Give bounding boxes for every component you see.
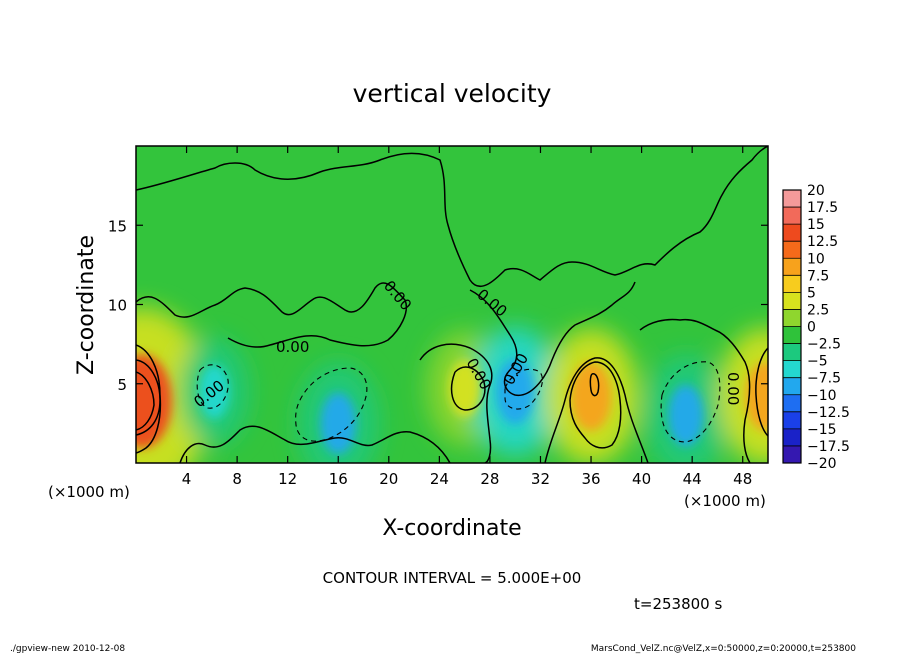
x-tick-label: 24 (430, 470, 449, 488)
x-axis-unit-right: (×1000 m) (684, 492, 766, 510)
y-tick-label: 5 (117, 376, 127, 394)
zero-contour-mid-2 (419, 343, 493, 463)
colorbar-swatch (783, 394, 801, 413)
x-tick-label: 40 (632, 470, 651, 488)
colorbar-swatch (783, 207, 801, 225)
colorbar-swatch (783, 428, 801, 447)
y-tick-label: 15 (108, 217, 127, 235)
colorbar-label: −2.5 (807, 337, 841, 353)
contour-minus5-d (660, 361, 721, 443)
time-label: t=253800 s (634, 595, 722, 613)
colorbar-label: 0 (807, 320, 816, 336)
colorbar-swatch (783, 190, 801, 208)
field-blobs (136, 307, 768, 463)
contour-plus10-left (136, 371, 155, 431)
colorbar-label: 20 (807, 183, 825, 199)
x-tick-label: 4 (182, 470, 192, 488)
field-core (320, 392, 356, 454)
zero-contour-upper (136, 146, 768, 287)
colorbar-swatch (783, 377, 801, 396)
zero-contour-bottom-2 (544, 357, 649, 463)
colorbar-label: 15 (807, 217, 825, 233)
colorbar-label: 17.5 (807, 200, 838, 216)
x-tick-label: 12 (278, 470, 297, 488)
colorbar-label: −15 (807, 422, 837, 438)
colorbar-label: 7.5 (807, 268, 829, 284)
x-tick-label: 8 (232, 470, 242, 488)
zero-contour-right (639, 318, 751, 463)
chart-title: vertical velocity (353, 79, 552, 108)
colorbar-label: 2.5 (807, 302, 829, 318)
colorbar-swatch (783, 360, 801, 379)
contour-label: 0.00 (724, 372, 742, 405)
contour-minus5-b (295, 367, 368, 442)
colorbar-label: −12.5 (807, 405, 850, 421)
x-tick-label: 28 (480, 470, 499, 488)
colorbar-label: −17.5 (807, 439, 850, 455)
contour-interval: CONTOUR INTERVAL = 5.000E+00 (323, 569, 582, 587)
zero-contour-mid-3 (469, 281, 636, 396)
x-tick-label: 44 (683, 470, 702, 488)
field-core (199, 364, 230, 419)
y-axis: 5 10 15 (108, 217, 768, 394)
footer-right: MarsCond_VelZ.nc@VelZ,x=0:50000,z=0:2000… (591, 644, 856, 654)
colorbar-swatch (783, 309, 801, 327)
contour-minus5-c (504, 368, 543, 410)
x-axis: 4 8 12 16 20 24 28 32 36 40 44 48 (182, 146, 752, 488)
field-core (668, 384, 704, 447)
zero-contour-midlevel (136, 282, 407, 348)
x-tick-label: 32 (531, 470, 550, 488)
x-tick-label: 36 (581, 470, 600, 488)
contour-plus10-right (589, 373, 600, 397)
colorbar-swatch (783, 224, 801, 242)
y-tick-label: 10 (108, 297, 127, 315)
field-core (448, 359, 481, 418)
colorbar-label: 10 (807, 251, 825, 267)
colorbar-swatch (783, 258, 801, 276)
contour-minus5-a (196, 364, 229, 409)
contour-plus5-right (569, 361, 622, 449)
zero-contour-bottom (179, 425, 451, 463)
colorbar-swatch (783, 445, 801, 464)
contour-lines (136, 146, 768, 463)
colorbar-label: −10 (807, 388, 837, 404)
colorbar-label: 12.5 (807, 234, 838, 250)
x-tick-label: 48 (733, 470, 752, 488)
colorbar-label: −5 (807, 354, 828, 370)
x-tick-label: 16 (329, 470, 348, 488)
colorbar-swatch (783, 292, 801, 310)
contour-label: 0.00 (276, 338, 309, 356)
y-axis-label: Z-coordinate (74, 235, 99, 375)
contour-plus5-edge (755, 347, 768, 437)
field-core (745, 362, 768, 431)
colorbar-label: −20 (807, 456, 837, 472)
x-axis-unit-left: (×1000 m) (48, 483, 130, 501)
contour-plus5-left (136, 359, 161, 436)
contour-plus5-center (450, 366, 486, 411)
x-tick-label: 20 (379, 470, 398, 488)
x-axis-label: X-coordinate (382, 516, 521, 541)
colorbar-label: −7.5 (807, 371, 841, 387)
zero-contour-left-low (136, 344, 162, 454)
colorbar-swatch (783, 241, 801, 259)
colorbar-swatch (783, 275, 801, 293)
negative-contours (196, 361, 721, 443)
colorbar-swatch (783, 326, 801, 345)
plot-area: 0.00 0.00 0.00 0.00 0.00 0.00 0.00 (136, 146, 768, 463)
colorbar-swatch (783, 411, 801, 430)
colorbar-label: 5 (807, 285, 816, 301)
field-core (136, 354, 172, 448)
field-core (570, 362, 612, 431)
footer-left: ./gpview-new 2010-12-08 (10, 644, 125, 654)
colorbar-swatch (783, 343, 801, 362)
field-halo (718, 328, 768, 463)
